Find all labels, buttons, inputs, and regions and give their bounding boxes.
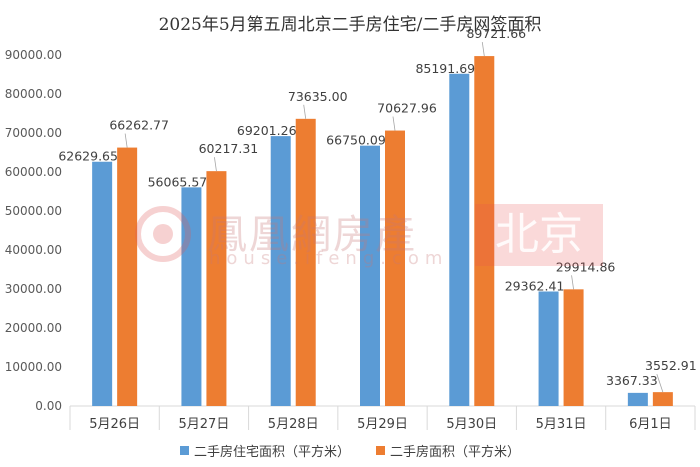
chart-title: 2025年5月第五周北京二手房住宅/二手房网签面积: [158, 15, 542, 35]
bar-residential: [181, 187, 202, 406]
data-label-residential: 62629.65: [58, 149, 118, 164]
y-tick-label: 50000.00: [5, 204, 62, 218]
bar-residential: [92, 161, 113, 406]
y-tick-label: 90000.00: [5, 48, 62, 62]
data-label-total: 3552.91: [645, 358, 697, 373]
legend: 二手房住宅面积（平方米） 二手房面积（平方米）: [0, 441, 700, 460]
data-label-total: 73635.00: [288, 89, 348, 104]
data-label-leader: [481, 42, 485, 57]
x-tick-label: 5月30日: [446, 417, 497, 432]
data-label-leader: [214, 157, 217, 172]
y-tick-label: 10000.00: [5, 360, 62, 374]
data-label-residential: 3367.33: [606, 373, 658, 388]
legend-label-residential: 二手房住宅面积（平方米）: [193, 445, 350, 460]
legend-label-total: 二手房面积（平方米）: [390, 445, 521, 460]
data-label-total: 89721.66: [466, 26, 526, 41]
bar-residential: [360, 145, 380, 406]
data-label-residential: 66750.09: [326, 133, 386, 148]
bar-total: [563, 289, 584, 406]
y-tick-label: 80000.00: [5, 87, 62, 101]
data-label-residential: 29362.41: [505, 278, 565, 293]
x-tick-label: 5月29日: [357, 417, 408, 432]
data-label-residential: 85191.69: [415, 61, 475, 76]
data-label-total: 66262.77: [109, 118, 169, 133]
data-label-residential: 69201.26: [237, 123, 297, 138]
legend-swatch-residential: [179, 446, 189, 455]
x-tick-label: 5月28日: [268, 417, 319, 432]
data-label-leader: [392, 116, 396, 131]
legend-swatch-total: [376, 446, 385, 455]
bar-total: [652, 392, 673, 406]
data-label-leader: [571, 275, 574, 290]
bar-residential: [449, 73, 470, 406]
y-tick-label: 30000.00: [5, 282, 62, 296]
bar-residential: [538, 291, 559, 406]
x-tick-label: 5月31日: [536, 417, 587, 432]
y-tick-label: 60000.00: [5, 165, 62, 179]
x-tick-label: 5月26日: [89, 417, 140, 432]
data-label-total: 60217.31: [199, 141, 259, 156]
legend-item-residential: 二手房住宅面积（平方米）: [179, 441, 350, 460]
bar-total: [295, 118, 316, 407]
bar-total: [117, 147, 138, 406]
data-label-leader: [124, 133, 128, 148]
y-tick-label: 40000.00: [5, 243, 62, 257]
bar-total: [206, 171, 227, 406]
data-label-residential: 56065.57: [148, 174, 208, 189]
legend-item-total: 二手房面积（平方米）: [376, 441, 520, 460]
data-label-total: 70627.96: [377, 101, 437, 116]
x-tick-label: 6月1日: [629, 417, 672, 432]
bar-residential: [627, 392, 648, 406]
data-label-total: 29914.86: [556, 259, 616, 274]
y-tick-label: 70000.00: [5, 126, 62, 140]
bar-residential: [270, 136, 291, 406]
data-label-leader: [656, 374, 664, 393]
x-tick-label: 5月27日: [179, 417, 230, 432]
y-tick-label: 0.00: [35, 399, 62, 413]
y-tick-label: 20000.00: [5, 321, 62, 335]
data-label-leader: [303, 104, 307, 119]
bar-total: [385, 130, 405, 406]
bar-total: [474, 56, 495, 407]
